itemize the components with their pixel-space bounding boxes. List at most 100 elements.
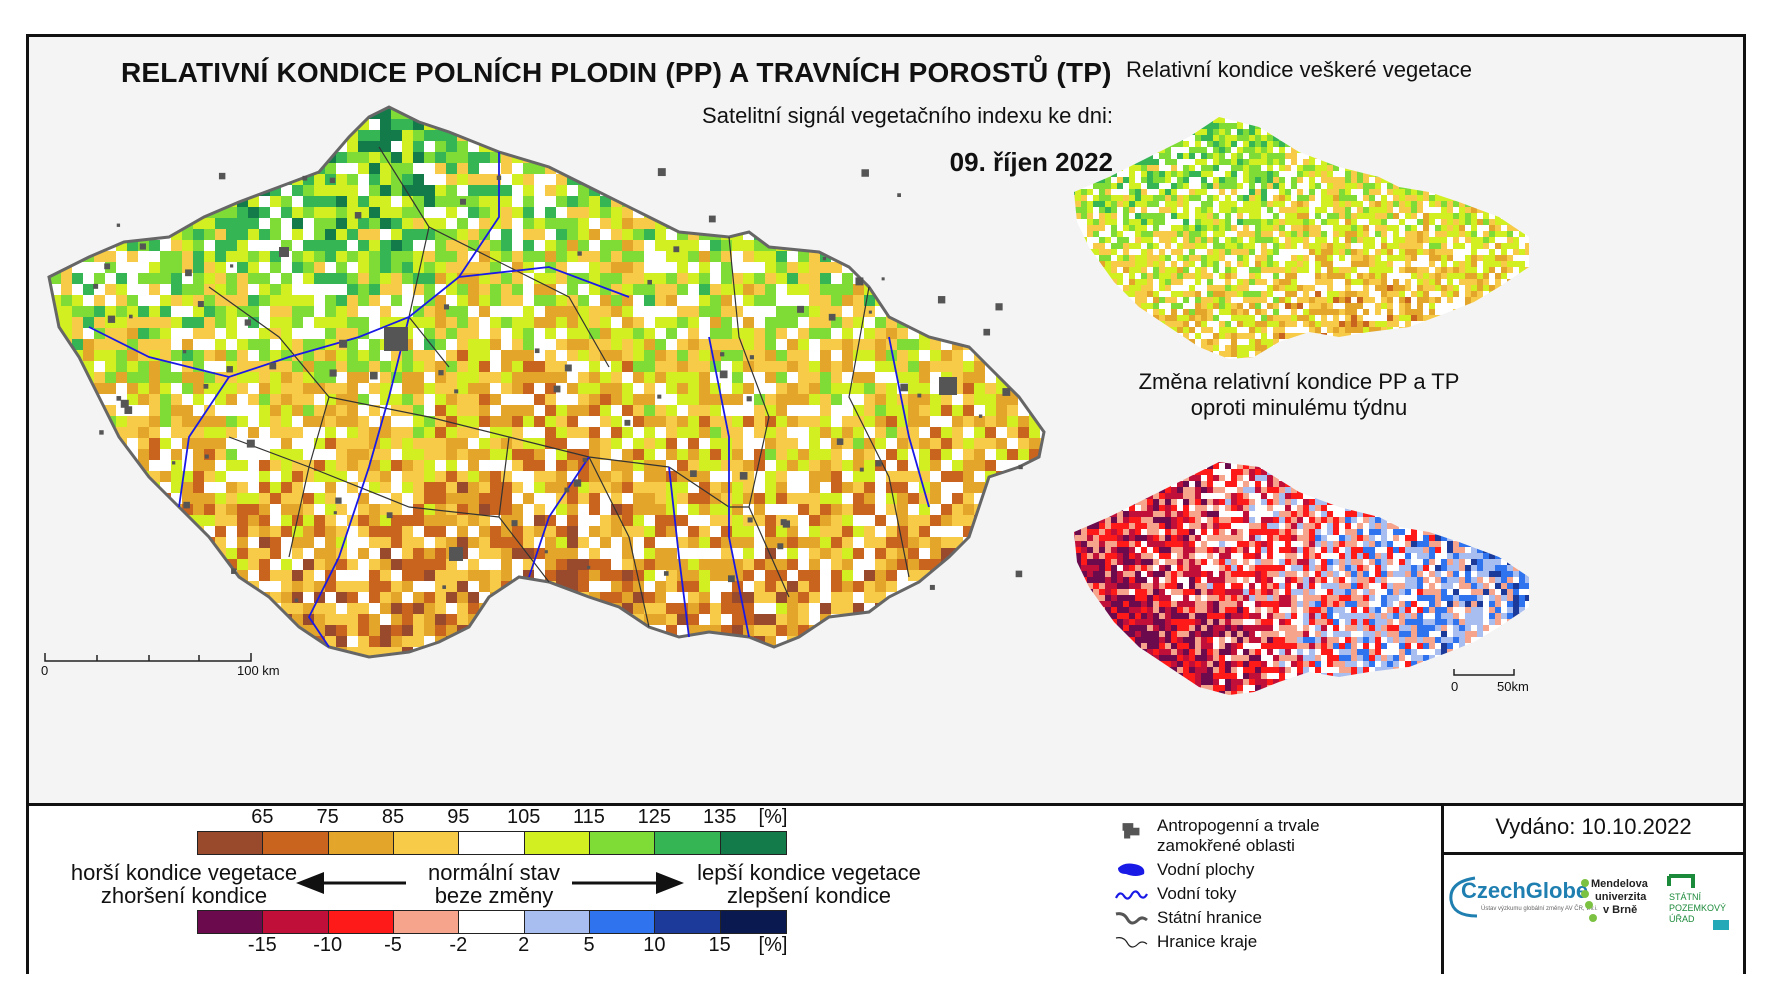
map-cell [248,515,259,526]
map-cell [930,449,941,460]
map-cell [776,460,787,471]
map-cell [160,405,171,416]
map-cell [578,471,589,482]
map-cell [468,152,479,163]
map-cell [545,273,556,284]
map-cell [369,317,380,328]
map-cell [303,405,314,416]
map-cell [710,460,721,471]
map-cell [292,284,303,295]
map-cell [556,229,567,240]
map-cell [578,394,589,405]
map-cell [820,372,831,383]
map-cell [149,471,160,482]
map-cell [688,405,699,416]
map-cell [479,383,490,394]
map-cell [303,372,314,383]
map-cell [787,537,798,548]
map-cell [490,251,501,262]
map-cell [831,548,842,559]
map-cell [897,438,908,449]
map-cell [193,284,204,295]
map-cell [809,537,820,548]
map-cell [424,207,435,218]
map-cell [446,427,457,438]
map-cell [567,515,578,526]
map-cell [754,416,765,427]
map-cell [611,240,622,251]
map-cell [545,471,556,482]
map-cell [875,394,886,405]
map-cell [380,581,391,592]
map-cell [358,339,369,350]
map-cell [402,592,413,603]
map-cell [303,328,314,339]
map-cell [270,526,281,537]
map-cell [116,284,127,295]
map-cell [402,295,413,306]
map-cell [952,515,963,526]
map-cell [644,328,655,339]
map-cell [732,427,743,438]
map-cell [402,471,413,482]
map-cell [941,427,952,438]
map-cell [578,273,589,284]
map-cell [369,394,380,405]
map-cell [996,460,1007,471]
map-cell [336,317,347,328]
map-cell [644,218,655,229]
map-cell [600,339,611,350]
map-cell [809,295,820,306]
map-cell [479,251,490,262]
map-cell [831,427,842,438]
map-cell [457,317,468,328]
map-cell [644,603,655,614]
map-cell [248,350,259,361]
map-cell [600,383,611,394]
map-cell [226,284,237,295]
map-cell [237,229,248,240]
map-cell [534,493,545,504]
map-cell [633,427,644,438]
map-cell [303,306,314,317]
map-cell [930,438,941,449]
map-cell [160,471,171,482]
urban-area [747,517,753,523]
map-cell [688,339,699,350]
map-cell [831,537,842,548]
map-cell [457,163,468,174]
urban-area [218,172,226,180]
map-cell [182,295,193,306]
map-cell [919,427,930,438]
map-cell [314,372,325,383]
map-cell [655,427,666,438]
map-cell [666,581,677,592]
map-cell [732,262,743,273]
map-cell [622,372,633,383]
map-cell [292,229,303,240]
map-cell [545,284,556,295]
map-cell [270,229,281,240]
map-cell [963,493,974,504]
map-cell [556,427,567,438]
map-cell [721,504,732,515]
map-cell [402,361,413,372]
map-cell [380,108,391,119]
map-cell [523,427,534,438]
urban-area [983,328,991,336]
map-cell [358,218,369,229]
map-cell [578,207,589,218]
map-cell [83,295,94,306]
map-cell [347,625,358,636]
map-cell [116,416,127,427]
map-cell [259,526,270,537]
map-cell [952,361,963,372]
map-cell [391,493,402,504]
map-cell [567,438,578,449]
map-cell [831,350,842,361]
map-cell [985,383,996,394]
map-cell [72,328,83,339]
map-cell [303,592,314,603]
map-cell [567,350,578,361]
map-cell [248,416,259,427]
